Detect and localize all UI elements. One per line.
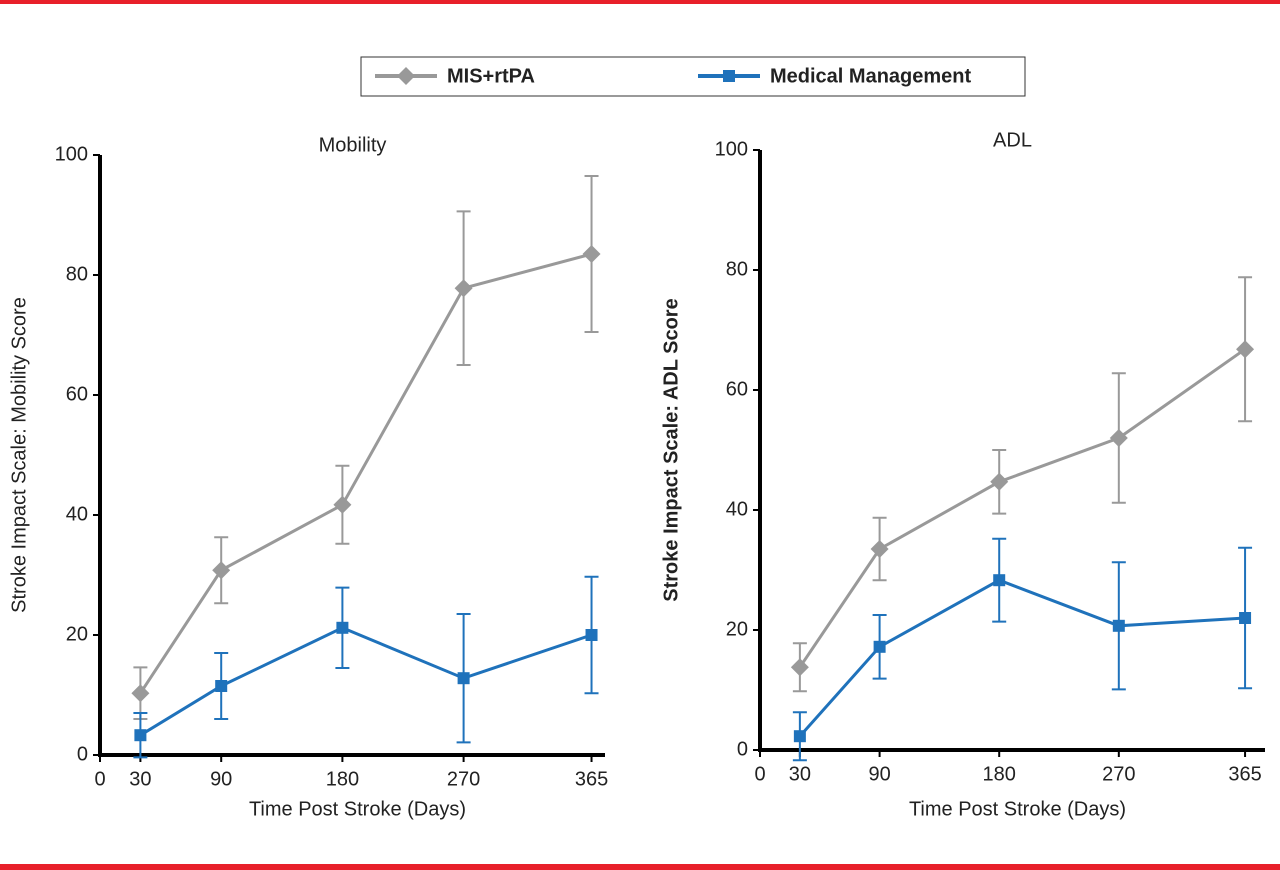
- y-tick-label: 60: [66, 383, 88, 405]
- x-tick-label: 30: [789, 763, 811, 785]
- legend-marker: [723, 70, 735, 82]
- x-tick-label: 0: [754, 763, 765, 785]
- point: [873, 640, 886, 653]
- x-tick-label: 365: [1228, 763, 1261, 785]
- chart-title: ADL: [993, 129, 1032, 151]
- y-tick-label: 0: [737, 738, 748, 760]
- y-tick-label: 20: [66, 623, 88, 645]
- y-tick-label: 0: [77, 743, 88, 765]
- point: [990, 472, 1009, 491]
- x-tick-label: 90: [210, 768, 232, 790]
- point: [790, 658, 809, 677]
- y-tick-label: 80: [66, 263, 88, 285]
- top-bar: [0, 0, 1280, 4]
- point: [585, 629, 598, 641]
- x-tick-label: 90: [868, 763, 890, 785]
- x-tick-label: 270: [447, 768, 480, 790]
- chart-title: Mobility: [319, 134, 387, 156]
- point: [454, 279, 473, 298]
- x-tick-label: 180: [326, 768, 359, 790]
- y-axis-label: Stroke Impact Scale: Mobility Score: [8, 297, 30, 613]
- y-tick-label: 100: [715, 138, 748, 160]
- point: [457, 672, 470, 685]
- point: [1236, 340, 1255, 359]
- point: [993, 574, 1006, 587]
- y-tick-label: 100: [55, 143, 88, 165]
- x-axis-label: Time Post Stroke (Days): [249, 798, 466, 820]
- point: [215, 680, 228, 692]
- point: [1239, 612, 1252, 624]
- series-line: [798, 347, 1246, 669]
- legend-label: MIS+rtPA: [447, 65, 535, 87]
- x-axis-label: Time Post Stroke (Days): [909, 798, 1126, 820]
- y-tick-label: 60: [726, 378, 748, 400]
- point: [134, 729, 147, 742]
- point: [333, 495, 352, 514]
- x-tick-label: 365: [575, 768, 608, 790]
- legend-marker: [397, 67, 415, 85]
- point: [1109, 429, 1128, 447]
- series-line: [798, 578, 1246, 738]
- y-tick-label: 40: [726, 498, 748, 520]
- x-tick-label: 270: [1102, 763, 1135, 785]
- point: [336, 621, 349, 634]
- point: [1112, 619, 1125, 632]
- series-line: [139, 252, 592, 695]
- x-tick-label: 30: [129, 768, 151, 790]
- y-axis-label: Stroke Impact Scale: ADL Score: [660, 298, 682, 601]
- point: [212, 561, 231, 580]
- legend-label: Medical Management: [770, 65, 972, 87]
- x-tick-label: 180: [983, 763, 1016, 785]
- point: [793, 730, 806, 743]
- point: [131, 684, 150, 703]
- series-line: [139, 626, 593, 737]
- x-tick-label: 0: [94, 768, 105, 790]
- bottom-bar: [0, 864, 1280, 870]
- y-tick-label: 20: [726, 618, 748, 640]
- point: [870, 540, 889, 558]
- legend: [360, 56, 1026, 97]
- y-tick-label: 80: [726, 258, 748, 280]
- point: [582, 245, 601, 263]
- y-tick-label: 40: [66, 503, 88, 525]
